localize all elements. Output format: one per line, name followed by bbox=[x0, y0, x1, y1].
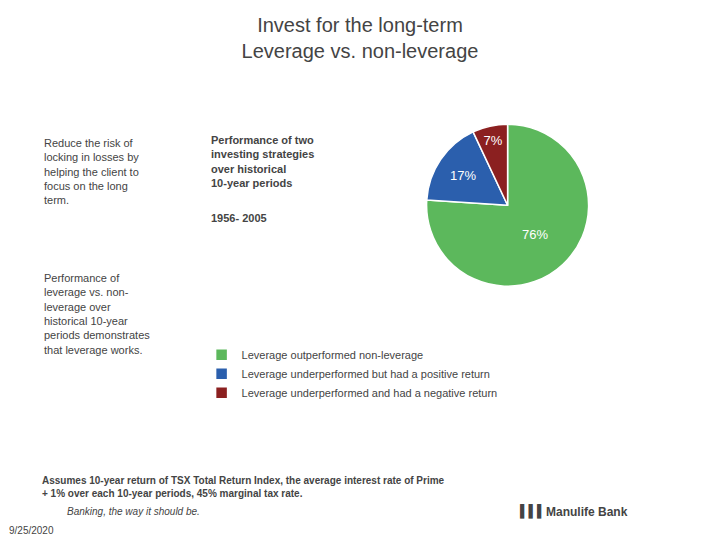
svg-text:Performance ofleverage vs. non: Performance ofleverage vs. non-leverage … bbox=[44, 272, 150, 356]
svg-text:76%: 76% bbox=[522, 227, 548, 242]
svg-text:9/25/2020: 9/25/2020 bbox=[9, 525, 54, 536]
svg-text:Manulife Bank: Manulife Bank bbox=[546, 505, 628, 519]
svg-text:7%: 7% bbox=[483, 133, 502, 148]
svg-text:Assumes 10-year return of TSX: Assumes 10-year return of TSX Total Retu… bbox=[42, 475, 445, 499]
svg-text:Banking, the way it should be.: Banking, the way it should be. bbox=[67, 506, 200, 517]
svg-text:1956- 2005: 1956- 2005 bbox=[211, 212, 267, 224]
svg-text:17%: 17% bbox=[450, 168, 476, 183]
svg-text:Leverage outperformed non-leve: Leverage outperformed non-leverage bbox=[242, 349, 424, 361]
svg-text:Invest for the long-termLevera: Invest for the long-termLeverage vs. non… bbox=[242, 14, 479, 62]
svg-text:▌▌▌: ▌▌▌ bbox=[520, 504, 546, 519]
svg-text:Reduce the risk oflocking in l: Reduce the risk oflocking in losses byhe… bbox=[44, 137, 139, 206]
svg-text:Performance of twoinvesting st: Performance of twoinvesting strategiesov… bbox=[211, 134, 314, 189]
svg-text:Leverage underperformed and ha: Leverage underperformed and had a negati… bbox=[242, 387, 498, 399]
svg-text:Leverage underperformed but ha: Leverage underperformed but had a positi… bbox=[242, 368, 490, 380]
